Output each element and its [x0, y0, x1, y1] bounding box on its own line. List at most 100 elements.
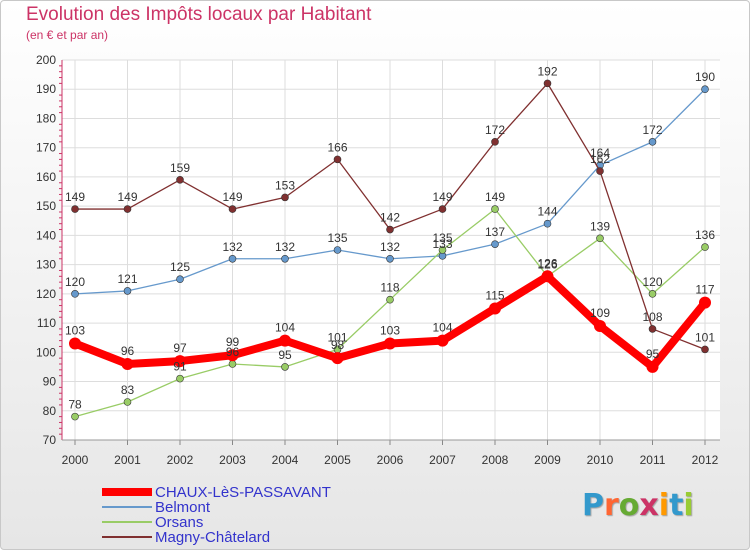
y-tick-label: 150 [36, 199, 56, 213]
y-tick-label: 80 [43, 404, 57, 418]
logo-letter: t [669, 488, 684, 523]
data-label: 78 [68, 398, 82, 412]
data-point [491, 240, 499, 248]
data-label: 103 [65, 324, 85, 338]
data-label: 149 [117, 190, 137, 204]
series-layer [69, 79, 711, 421]
x-tick-label: 2000 [62, 453, 89, 467]
data-point [596, 167, 604, 175]
data-point [71, 290, 79, 298]
data-point [121, 358, 134, 370]
data-label: 172 [485, 123, 505, 137]
data-label: 126 [537, 257, 557, 271]
data-label: 83 [121, 383, 135, 397]
data-point [69, 337, 81, 350]
data-label: 125 [170, 260, 190, 274]
x-tick-label: 2004 [272, 453, 299, 467]
data-label: 192 [537, 64, 557, 78]
data-point [281, 254, 289, 263]
data-label: 153 [275, 178, 295, 192]
data-label: 149 [222, 190, 242, 204]
x-tick-label: 2009 [534, 453, 561, 467]
data-point [648, 290, 657, 298]
data-label: 101 [327, 330, 347, 344]
data-point [543, 79, 552, 88]
logo-letter: o [618, 488, 640, 523]
data-point [596, 234, 604, 243]
data-label: 149 [65, 190, 85, 204]
data-label: 120 [642, 275, 662, 289]
y-tick-label: 120 [36, 287, 56, 301]
x-tick-label: 2012 [692, 453, 719, 467]
y-tick-label: 160 [36, 170, 56, 184]
data-label: 98 [331, 338, 345, 352]
data-label: 135 [327, 231, 347, 245]
data-label: 166 [327, 140, 347, 154]
legend-label: Belmont [155, 499, 211, 516]
data-point [228, 254, 237, 263]
data-point [386, 295, 394, 304]
logo-letter: i [683, 488, 694, 523]
data-point [701, 243, 709, 251]
data-label: 120 [65, 275, 85, 289]
data-label: 95 [278, 348, 292, 362]
data-point [176, 374, 184, 383]
data-point [646, 360, 659, 373]
data-point [648, 138, 657, 146]
y-tick-label: 130 [36, 258, 56, 272]
x-tick-label: 2001 [114, 453, 141, 467]
y-tick-label: 180 [36, 111, 56, 125]
y-tick-label: 100 [36, 345, 56, 359]
data-label: 139 [590, 219, 610, 233]
data-point [71, 205, 79, 213]
data-label: 190 [695, 70, 715, 84]
y-tick-label: 200 [36, 53, 56, 67]
data-label: 144 [537, 205, 557, 219]
logo-letter: r [604, 488, 619, 523]
data-point [386, 225, 394, 234]
y-tick-label: 170 [36, 141, 56, 155]
data-label: 159 [170, 161, 190, 175]
x-tick-label: 2010 [587, 453, 614, 467]
data-label: 164 [590, 146, 610, 160]
data-point [279, 334, 291, 347]
data-point [281, 193, 289, 202]
data-point [648, 325, 657, 333]
x-tick-label: 2007 [429, 453, 456, 467]
data-point [228, 205, 237, 213]
data-point [176, 275, 184, 284]
axes [59, 60, 720, 445]
data-point [594, 320, 606, 332]
data-point [438, 246, 447, 254]
data-label: 149 [485, 190, 505, 204]
data-point [384, 337, 396, 350]
data-label: 103 [380, 324, 400, 338]
data-label: 142 [380, 211, 400, 225]
data-point [176, 176, 184, 184]
data-label: 115 [485, 288, 504, 302]
data-point [123, 287, 132, 295]
data-label: 109 [590, 306, 610, 320]
data-label: 95 [646, 347, 660, 361]
data-label: 172 [642, 123, 662, 137]
data-label: 132 [275, 240, 295, 254]
data-point [543, 219, 552, 228]
data-labels-layer: 120 121 125 132 132 135 132 133 137 144 164 172 190 7… [65, 64, 715, 411]
x-tick-label: 2002 [167, 453, 194, 467]
data-point [701, 345, 709, 354]
y-tick-label: 190 [36, 82, 56, 96]
logo-letter: i [658, 488, 670, 523]
data-label: 135 [432, 231, 452, 245]
data-label: 104 [432, 321, 452, 335]
data-point [281, 363, 289, 371]
data-point [699, 296, 711, 309]
x-tick-label: 2005 [324, 453, 351, 467]
legend-label: Orsans [155, 514, 203, 531]
data-point [123, 398, 132, 406]
chart-subtitle: (en € et par an) [26, 28, 109, 42]
data-point [438, 205, 447, 213]
data-label: 108 [642, 310, 662, 324]
proxiti-logo: Proxiti [582, 488, 694, 523]
data-point [489, 302, 501, 315]
